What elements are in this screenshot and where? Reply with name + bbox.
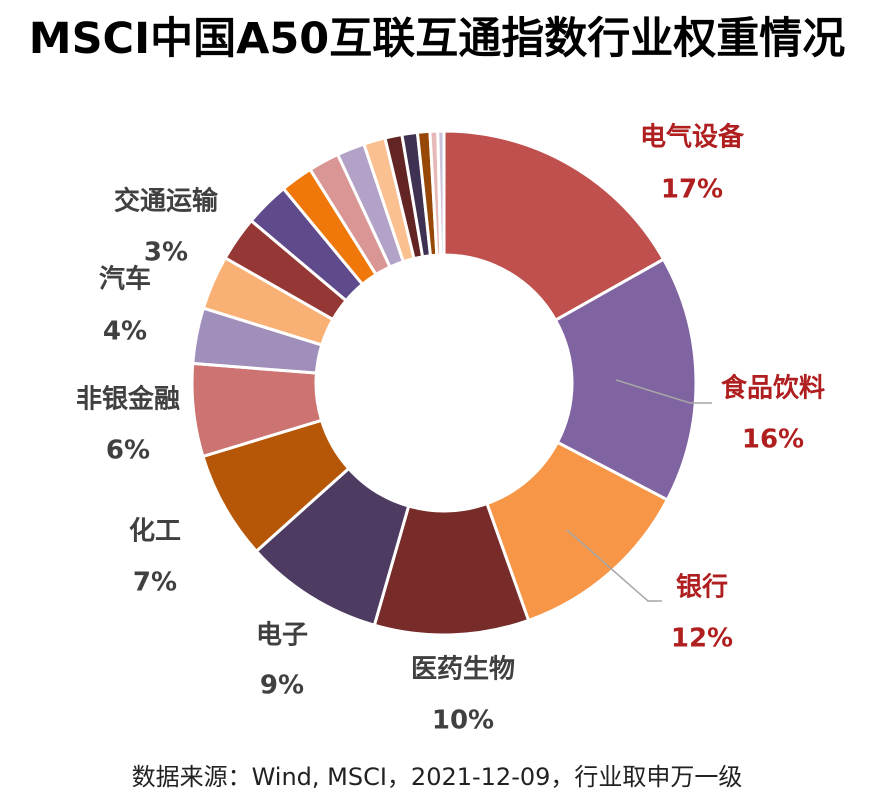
- slice-label-5: 化工: [129, 517, 181, 547]
- slice-value-label-10: 3%: [144, 238, 188, 268]
- slice-value-label-0: 17%: [661, 175, 723, 205]
- pie-slice-1: [553, 257, 698, 502]
- slice-value-label-6: 6%: [106, 436, 150, 466]
- slice-value-label-2: 12%: [671, 624, 733, 654]
- slice-label-3: 医药生物: [411, 655, 515, 685]
- slice-value-label-8: 4%: [103, 317, 147, 347]
- pie-slice-0: [442, 129, 666, 323]
- slice-value-label-4: 9%: [260, 671, 304, 701]
- slice-label-6: 非银金融: [76, 384, 180, 415]
- slice-label-8: 汽车: [99, 264, 151, 295]
- slice-value-label-5: 7%: [133, 568, 177, 598]
- pie-slice-19: [436, 129, 446, 257]
- slice-value-label-1: 16%: [742, 425, 804, 455]
- slice-label-4: 电子: [256, 621, 308, 651]
- slice-label-0: 电气设备: [640, 122, 745, 153]
- chart-title: MSCI中国A50互联互通指数行业权重情况: [28, 14, 846, 64]
- leader-line-1: [615, 379, 712, 404]
- slice-label-10: 交通运输: [114, 186, 219, 217]
- slice-label-1: 食品饮料: [721, 373, 825, 404]
- source-note: 数据来源：Wind, MSCI，2021-12-09，行业取申万一级: [131, 763, 743, 791]
- leader-line-2: [566, 529, 662, 602]
- slice-value-label-3: 10%: [432, 706, 494, 736]
- slice-label-2: 银行: [676, 572, 728, 603]
